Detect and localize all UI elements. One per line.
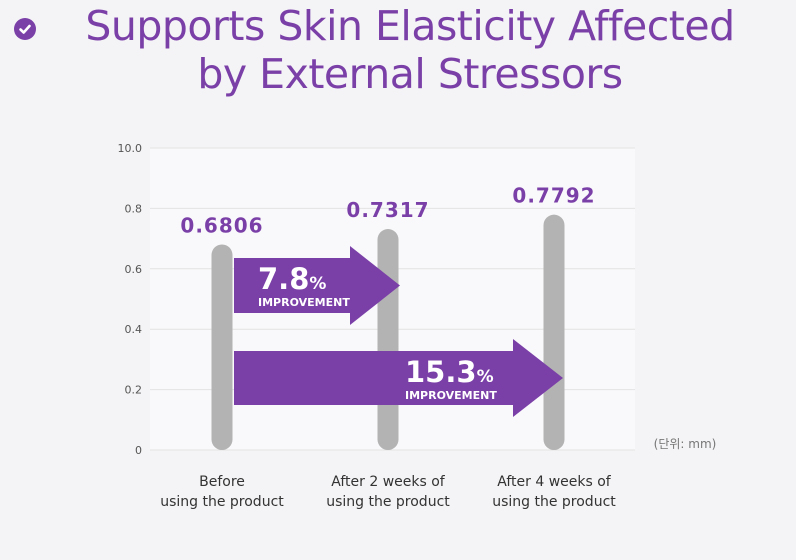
y-tick-label: 10.0 [118,142,143,155]
bar [543,214,565,450]
category-label: After 2 weeks of [331,474,446,490]
y-tick-label: 0.4 [125,323,143,336]
bar [377,229,399,450]
bar [211,244,233,450]
improvement-label: IMPROVEMENT [405,389,497,402]
category-label: After 4 weeks of [497,474,612,490]
check-circle-icon [14,18,36,40]
value-label: 0.6806 [180,213,263,237]
percent-sign: % [477,367,494,387]
category-label: using the product [326,494,450,510]
y-tick-label: 0.6 [125,263,143,276]
title-line-2: by External Stressors [197,50,623,98]
value-label: 0.7317 [346,198,429,222]
y-tick-label: 0.8 [125,202,143,215]
improvement-label: IMPROVEMENT [258,296,350,309]
value-label: 0.7792 [512,184,595,208]
improvement-arrow [234,339,563,417]
y-tick-label: 0 [135,444,142,457]
title-line-1: Supports Skin Elasticity Affected [85,2,735,50]
category-label: using the product [160,494,284,510]
title-area: Supports Skin Elasticity Affected by Ext… [0,0,796,110]
percent-sign: % [309,274,326,294]
improvement-arrow [234,246,400,325]
category-label: using the product [492,494,616,510]
unit-label: (단위: mm) [654,437,717,451]
page-title: Supports Skin Elasticity Affected by Ext… [40,2,780,98]
y-tick-label: 0.2 [125,384,143,397]
category-label: Before [199,474,245,490]
improvement-percent: 15.3% [405,355,494,389]
